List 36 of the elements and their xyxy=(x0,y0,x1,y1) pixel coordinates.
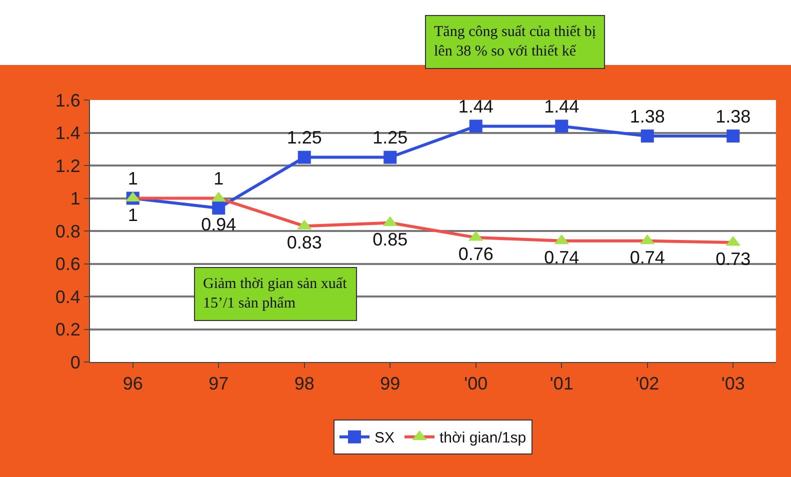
y-tick-label: 0.4 xyxy=(55,286,80,307)
x-tick-label: 96 xyxy=(122,374,143,394)
x-tick-label: '02 xyxy=(636,374,660,394)
x-tick-label: 98 xyxy=(294,374,314,394)
y-tick-label: 1.4 xyxy=(55,123,80,144)
x-tick-label: '01 xyxy=(550,374,574,394)
data-label: 1 xyxy=(128,168,138,189)
y-tick-label: 0.6 xyxy=(55,254,80,274)
data-label: 1 xyxy=(214,168,224,189)
data-label: 0.74 xyxy=(630,247,665,268)
data-label: 1.38 xyxy=(630,106,665,126)
legend-label: SX xyxy=(374,430,395,447)
data-label: 0.94 xyxy=(201,214,236,235)
annotation: Giảm thời gian sản xuất 15’/1 sản phẩm xyxy=(203,276,348,312)
y-tick-label: 1.2 xyxy=(55,156,80,176)
y-tick-label: 1.6 xyxy=(55,90,80,110)
y-tick-label: 1 xyxy=(70,188,80,209)
data-label: 0.74 xyxy=(544,247,580,268)
data-label: 0.76 xyxy=(458,244,494,264)
y-tick-label: 0 xyxy=(70,352,80,372)
data-label: 1.44 xyxy=(544,96,580,117)
data-label: 1.25 xyxy=(372,128,408,148)
data-label: 1 xyxy=(128,204,138,225)
x-tick-label: '00 xyxy=(464,374,488,394)
data-label: 1.44 xyxy=(458,96,494,117)
data-label: 0.83 xyxy=(286,232,322,253)
y-tick-label: 0.8 xyxy=(55,221,80,242)
x-tick-label: 97 xyxy=(208,374,229,394)
data-label: 1.38 xyxy=(716,106,751,126)
legend-label: thời gian/1sp xyxy=(440,430,526,447)
text: Tăng công suất của thiết bị lên 38 % so với thiết kế xyxy=(434,24,596,60)
y-tick-label: 0.2 xyxy=(55,320,80,340)
x-tick-label: '03 xyxy=(721,374,745,394)
x-tick-label: 99 xyxy=(380,374,400,394)
data-label: 1.25 xyxy=(286,128,322,148)
data-label: 0.85 xyxy=(372,229,408,250)
